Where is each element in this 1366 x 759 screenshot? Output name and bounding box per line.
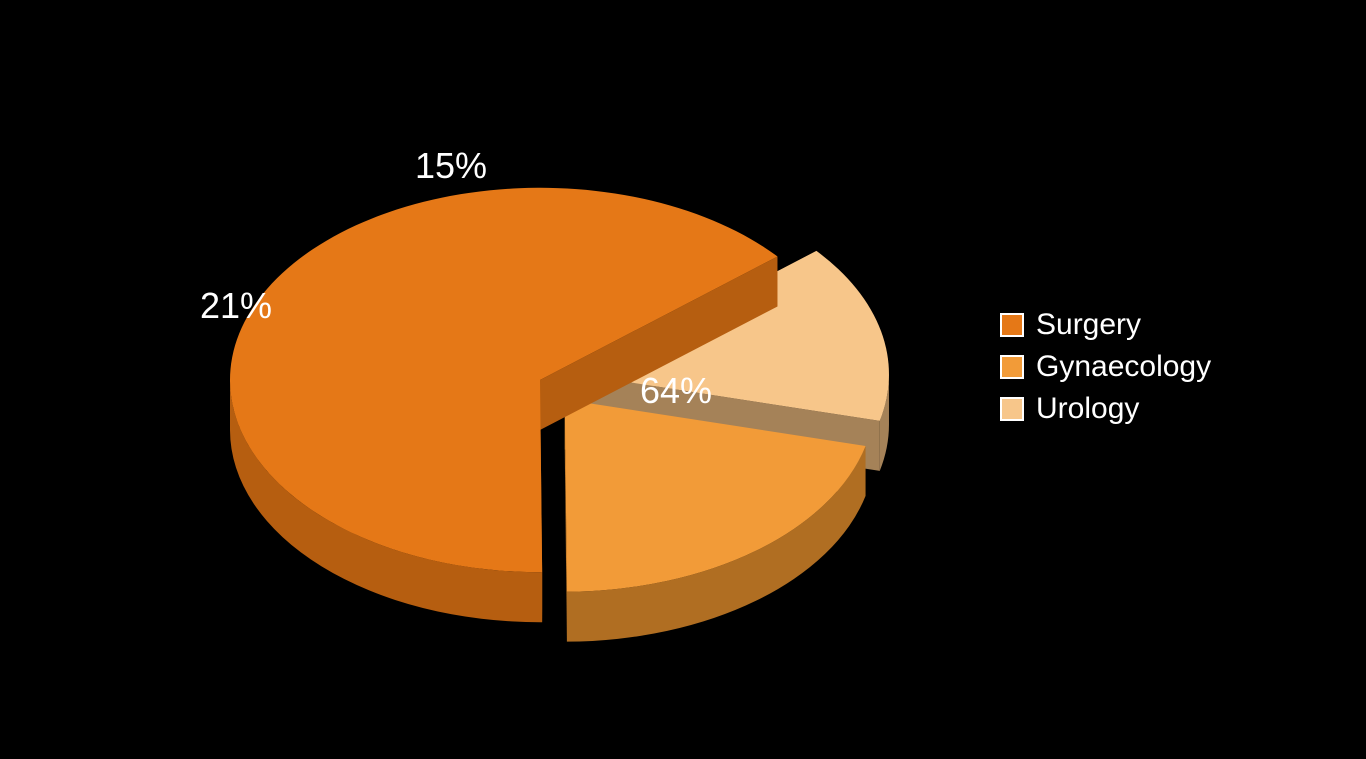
legend-item-urology: Urology: [1000, 392, 1211, 426]
legend-swatch-surgery: [1000, 313, 1024, 337]
legend-label-surgery: Surgery: [1036, 308, 1141, 342]
pct-label-urology: 15%: [415, 145, 487, 187]
legend: Surgery Gynaecology Urology: [1000, 300, 1211, 434]
legend-swatch-gynaecology: [1000, 355, 1024, 379]
legend-label-urology: Urology: [1036, 392, 1139, 426]
pct-label-surgery: 64%: [640, 370, 712, 412]
pct-label-gynaecology: 21%: [200, 285, 272, 327]
legend-swatch-urology: [1000, 397, 1024, 421]
legend-item-surgery: Surgery: [1000, 308, 1211, 342]
legend-item-gynaecology: Gynaecology: [1000, 350, 1211, 384]
chart-stage: Surgery Gynaecology Urology 64% 21% 15%: [0, 0, 1366, 759]
legend-label-gynaecology: Gynaecology: [1036, 350, 1211, 384]
